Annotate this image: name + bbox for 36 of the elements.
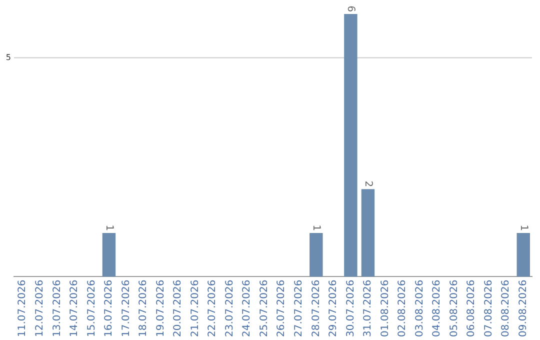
x-tick-label: 21.07.2026 <box>190 280 201 338</box>
x-tick-label: 01.08.2026 <box>380 280 391 338</box>
data-label: 6 <box>345 6 356 12</box>
x-tick-label: 27.07.2026 <box>293 280 304 338</box>
x-tick-label: 02.08.2026 <box>397 280 408 338</box>
ref-line-label: 5 <box>6 52 11 62</box>
x-tick-label: 13.07.2026 <box>52 280 63 338</box>
x-tick-label: 26.07.2026 <box>276 280 288 338</box>
x-tick-label: 19.07.2026 <box>155 280 166 338</box>
x-tick-label: 30.07.2026 <box>345 280 356 338</box>
x-tick-label: 06.08.2026 <box>466 280 478 338</box>
x-tick-label: 12.07.2026 <box>34 280 46 338</box>
x-tick-label: 07.08.2026 <box>483 280 494 338</box>
x-tick-label: 16.07.2026 <box>104 280 115 338</box>
x-tick-label: 23.07.2026 <box>224 280 236 338</box>
x-tick-label: 18.07.2026 <box>138 280 150 338</box>
x-tick-label: 17.07.2026 <box>120 280 132 338</box>
x-tick-label: 11.07.2026 <box>17 280 28 338</box>
x-tick-label: 15.07.2026 <box>86 280 98 338</box>
x-tick-label: 14.07.2026 <box>69 280 80 338</box>
x-tick-label: 09.08.2026 <box>518 280 529 338</box>
x-tick-label: 24.07.2026 <box>242 280 253 338</box>
x-tick-label: 04.08.2026 <box>432 280 443 338</box>
x-tick-label: 22.07.2026 <box>207 280 218 338</box>
data-label: 1 <box>310 224 322 231</box>
x-tick-label: 31.07.2026 <box>362 280 374 338</box>
data-label: 1 <box>103 224 114 231</box>
x-tick-label: 03.08.2026 <box>414 280 426 338</box>
x-tick-label: 08.08.2026 <box>500 280 512 338</box>
x-tick-label: 05.08.2026 <box>448 280 460 338</box>
data-label: 1 <box>518 224 529 231</box>
data-label: 2 <box>362 180 374 188</box>
x-tick-label: 25.07.2026 <box>258 280 270 338</box>
x-tick-label: 29.07.2026 <box>328 280 340 338</box>
x-tick-label: 20.07.2026 <box>172 280 184 338</box>
x-tick-label: 28.07.2026 <box>310 280 322 338</box>
